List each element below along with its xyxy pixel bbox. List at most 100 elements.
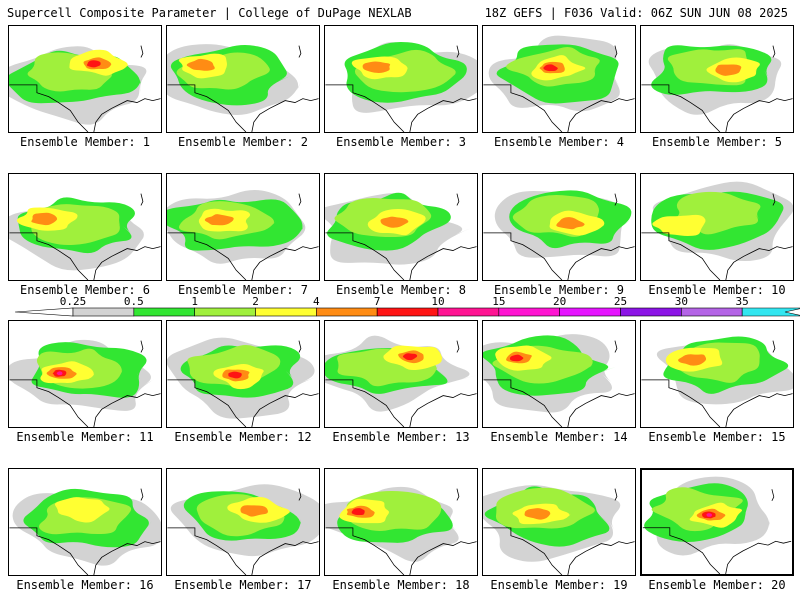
state-border <box>9 379 89 427</box>
gulf-coastline <box>251 246 319 280</box>
ensemble-member-label: Ensemble Member: 18 <box>332 578 470 592</box>
ensemble-member-label: Ensemble Member: 6 <box>19 283 151 297</box>
ensemble-map-panel[interactable] <box>8 320 162 428</box>
gulf-coastline <box>251 393 319 427</box>
ensemble-member-label: Ensemble Member: 11 <box>16 430 154 444</box>
legend-tick-label: 0.5 <box>124 296 144 308</box>
legend-tick-label: 15 <box>492 296 505 308</box>
ensemble-member-label: Ensemble Member: 13 <box>332 430 470 444</box>
scp-map <box>167 337 319 427</box>
scp-map <box>9 193 161 280</box>
state-border <box>325 379 405 427</box>
legend-swatch <box>376 307 439 317</box>
scp-map <box>167 190 319 280</box>
gulf-coastline <box>725 98 793 132</box>
contour-2 <box>54 497 112 523</box>
scp-map <box>483 485 635 575</box>
state-border <box>9 84 89 132</box>
ensemble-member-label: Ensemble Member: 19 <box>490 578 628 592</box>
ensemble-map-panel[interactable] <box>324 468 478 576</box>
contour-4 <box>362 61 391 73</box>
contour-7 <box>228 371 242 379</box>
legend-tick-label: 30 <box>675 296 688 308</box>
river-line <box>140 193 144 206</box>
gulf-coastline <box>93 541 161 575</box>
valid-time-label: 18Z GEFS | F036 Valid: 06Z SUN JUN 08 20… <box>484 6 788 20</box>
gulf-coastline <box>567 246 635 280</box>
state-border <box>167 232 247 280</box>
scp-map <box>483 35 635 132</box>
scp-map <box>167 44 319 132</box>
gulf-coastline <box>409 393 477 427</box>
state-border <box>325 232 405 280</box>
river-line <box>771 489 775 501</box>
scp-map <box>483 190 635 280</box>
ensemble-member-label: Ensemble Member: 4 <box>493 135 625 149</box>
ensemble-map-panel[interactable] <box>166 468 320 576</box>
contour-7 <box>402 353 418 361</box>
ensemble-member-label: Ensemble Member: 20 <box>648 578 786 592</box>
ensemble-member-label: Ensemble Member: 12 <box>174 430 312 444</box>
ensemble-map-panel[interactable] <box>8 468 162 576</box>
ensemble-map-panel[interactable] <box>640 320 794 428</box>
ensemble-map-panel[interactable] <box>640 468 794 576</box>
ensemble-map-panel[interactable] <box>324 25 478 133</box>
state-border <box>483 84 563 132</box>
ensemble-map-panel[interactable] <box>166 173 320 281</box>
ensemble-map-panel[interactable] <box>640 25 794 133</box>
contour-4 <box>524 508 551 520</box>
ensemble-map-panel[interactable] <box>482 320 636 428</box>
ensemble-map-panel[interactable] <box>640 173 794 281</box>
ensemble-map-panel[interactable] <box>482 173 636 281</box>
ensemble-map-panel[interactable] <box>482 25 636 133</box>
state-border <box>167 527 247 575</box>
state-border <box>167 84 247 132</box>
ensemble-member-label: Ensemble Member: 14 <box>490 430 628 444</box>
ensemble-map-panel[interactable] <box>324 320 478 428</box>
legend-tick-label: 1 <box>191 296 198 308</box>
legend-tick-label: 20 <box>553 296 566 308</box>
scp-map <box>325 486 477 575</box>
contour-4 <box>204 214 234 226</box>
gulf-coastline <box>725 393 793 427</box>
river-line <box>772 193 776 206</box>
ensemble-map-panel[interactable] <box>482 468 636 576</box>
ensemble-map-panel[interactable] <box>324 173 478 281</box>
scp-map <box>9 45 161 132</box>
state-border <box>167 379 247 427</box>
state-border <box>483 527 563 575</box>
scp-map <box>325 192 477 280</box>
gulf-coastline <box>93 246 161 280</box>
contour-4 <box>380 216 410 228</box>
ensemble-map-panel[interactable] <box>166 25 320 133</box>
legend-swatch <box>620 307 682 317</box>
legend-swatch <box>498 307 560 317</box>
scp-map <box>641 44 793 132</box>
ensemble-member-label: Ensemble Member: 1 <box>19 135 151 149</box>
legend-tick-label: 25 <box>614 296 627 308</box>
legend-swatch <box>559 307 621 317</box>
legend-tick-label: 4 <box>313 296 320 308</box>
scp-map <box>9 339 161 427</box>
legend-swatch <box>681 307 743 317</box>
page-title: Supercell Composite Parameter | College … <box>7 6 412 20</box>
river-line <box>140 340 144 353</box>
gulf-coastline <box>725 540 792 574</box>
ensemble-member-label: Ensemble Member: 15 <box>648 430 786 444</box>
contour-10 <box>706 513 712 517</box>
ensemble-map-panel[interactable] <box>8 173 162 281</box>
legend-swatch <box>741 307 800 317</box>
state-border <box>641 84 721 132</box>
ensemble-map-panel[interactable] <box>8 25 162 133</box>
contour-7 <box>86 60 101 68</box>
gulf-coastline <box>409 98 477 132</box>
gulf-coastline <box>251 541 319 575</box>
color-scale-legend: 0.25 0.5 1 2 4 7 10 15 20 25 30 35 <box>0 296 800 320</box>
contour-4 <box>715 64 742 76</box>
state-border <box>325 84 405 132</box>
ensemble-map-panel[interactable] <box>166 320 320 428</box>
state-border <box>641 379 721 427</box>
scp-map <box>325 41 477 132</box>
ensemble-member-label: Ensemble Member: 9 <box>493 283 625 297</box>
ensemble-member-label: Ensemble Member: 10 <box>648 283 786 297</box>
